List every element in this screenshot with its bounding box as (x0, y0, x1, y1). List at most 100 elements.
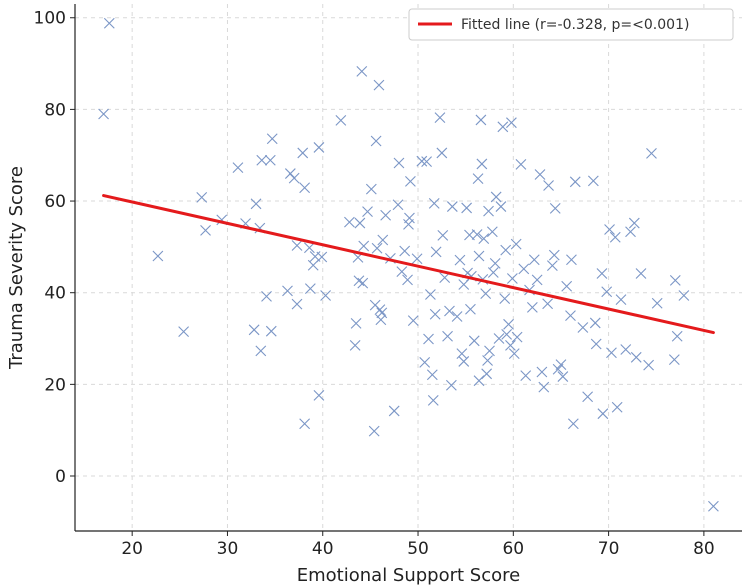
scatter-point (299, 182, 311, 194)
scatter-point (358, 240, 370, 252)
scatter-point (232, 162, 244, 173)
scatter-point (475, 114, 487, 126)
scatter-point (489, 257, 501, 269)
scatter-point (299, 418, 311, 430)
scatter-point (500, 244, 512, 256)
scatter-point (506, 273, 518, 284)
scatter-point (419, 356, 431, 368)
scatter-point (291, 298, 303, 310)
scatter-point (266, 133, 278, 145)
scatter-point (472, 173, 484, 184)
scatter-point (353, 275, 365, 287)
y-tick-label: 20 (44, 375, 66, 395)
y-axis-ticks: 0 20 40 60 80 100 (34, 9, 75, 487)
scatter-point (476, 158, 488, 170)
scatter-point (248, 324, 260, 336)
scatter-point (506, 117, 517, 129)
scatter-point (304, 242, 315, 254)
scatter-point (646, 148, 657, 159)
y-tick-label: 60 (44, 192, 66, 212)
scatter-point (596, 268, 608, 279)
scatter-point (430, 246, 442, 258)
scatter-point (356, 65, 368, 77)
scatter-point (376, 307, 388, 319)
scatter-point (349, 340, 361, 351)
scatter-point (708, 500, 719, 512)
scatter-point (611, 401, 623, 413)
scatter-point (291, 240, 303, 251)
scatter-point (411, 253, 423, 265)
axes (74, 4, 742, 532)
scatter-point (402, 274, 413, 286)
scatter-point (297, 147, 309, 159)
scatter-point (543, 180, 554, 191)
scatter-point (486, 226, 498, 238)
scatter-point (426, 369, 438, 381)
scatter-point (461, 202, 473, 214)
scatter-point (569, 176, 581, 188)
scatter-point (678, 290, 690, 301)
x-tick-label: 50 (407, 539, 429, 559)
scatter-point (511, 331, 523, 343)
scatter-point (508, 348, 520, 360)
scatter-point (601, 286, 613, 298)
scatter-point (471, 229, 483, 240)
y-axis-label: Trauma Severity Score (6, 166, 27, 370)
scatter-point (546, 260, 558, 272)
scatter-point (482, 355, 493, 366)
scatter-point (313, 142, 325, 153)
scatter-point (620, 344, 632, 355)
scatter-point (531, 274, 543, 286)
scatter-point (451, 311, 463, 322)
scatter-point (587, 175, 599, 187)
scatter-point (538, 381, 550, 393)
scatter-point (484, 345, 495, 357)
scatter-point (196, 191, 208, 203)
scatter-point (405, 175, 416, 187)
scatter-point (635, 268, 647, 279)
scatter-point (377, 234, 389, 246)
scatter-point (589, 317, 601, 329)
scatter-point (567, 418, 579, 430)
y-tick-label: 40 (44, 284, 66, 304)
grid (75, 4, 742, 531)
scatter-point (566, 254, 577, 266)
scatter-point (490, 191, 502, 203)
scatter-point (429, 308, 441, 320)
scatter-point (393, 157, 405, 169)
scatter-point (483, 205, 494, 217)
scatter-point (630, 351, 642, 363)
scatter-point (250, 198, 262, 210)
scatter-point (288, 172, 300, 184)
scatter-point (261, 290, 272, 302)
scatter-point (178, 326, 190, 338)
scatter-point (282, 285, 293, 297)
x-tick-label: 20 (121, 539, 143, 559)
y-tick-label: 0 (55, 467, 66, 487)
scatter-point (374, 304, 386, 316)
scatter-point (427, 395, 439, 406)
scatter-point (542, 298, 554, 310)
scatter-point (362, 206, 373, 217)
scatter-point (609, 231, 621, 243)
scatter-point (428, 197, 440, 209)
x-tick-label: 40 (312, 539, 334, 559)
scatter-point (487, 267, 499, 278)
scatter-point (458, 356, 470, 367)
fitted-line (102, 194, 715, 335)
scatter-point (354, 217, 366, 229)
scatter-point (421, 156, 432, 168)
scatter-point (505, 340, 516, 351)
scatter-point (445, 379, 457, 391)
scatter-point (520, 370, 532, 382)
scatter-point (671, 330, 683, 342)
scatter-point (344, 216, 355, 228)
scatter-point (548, 249, 560, 261)
scatter-point (481, 368, 493, 380)
scatter-point (396, 266, 408, 278)
scatter-point (669, 274, 681, 286)
scatter-point (404, 212, 415, 224)
scatter-point (526, 301, 538, 313)
scatter-point (335, 115, 347, 126)
scatter-point (465, 303, 476, 315)
